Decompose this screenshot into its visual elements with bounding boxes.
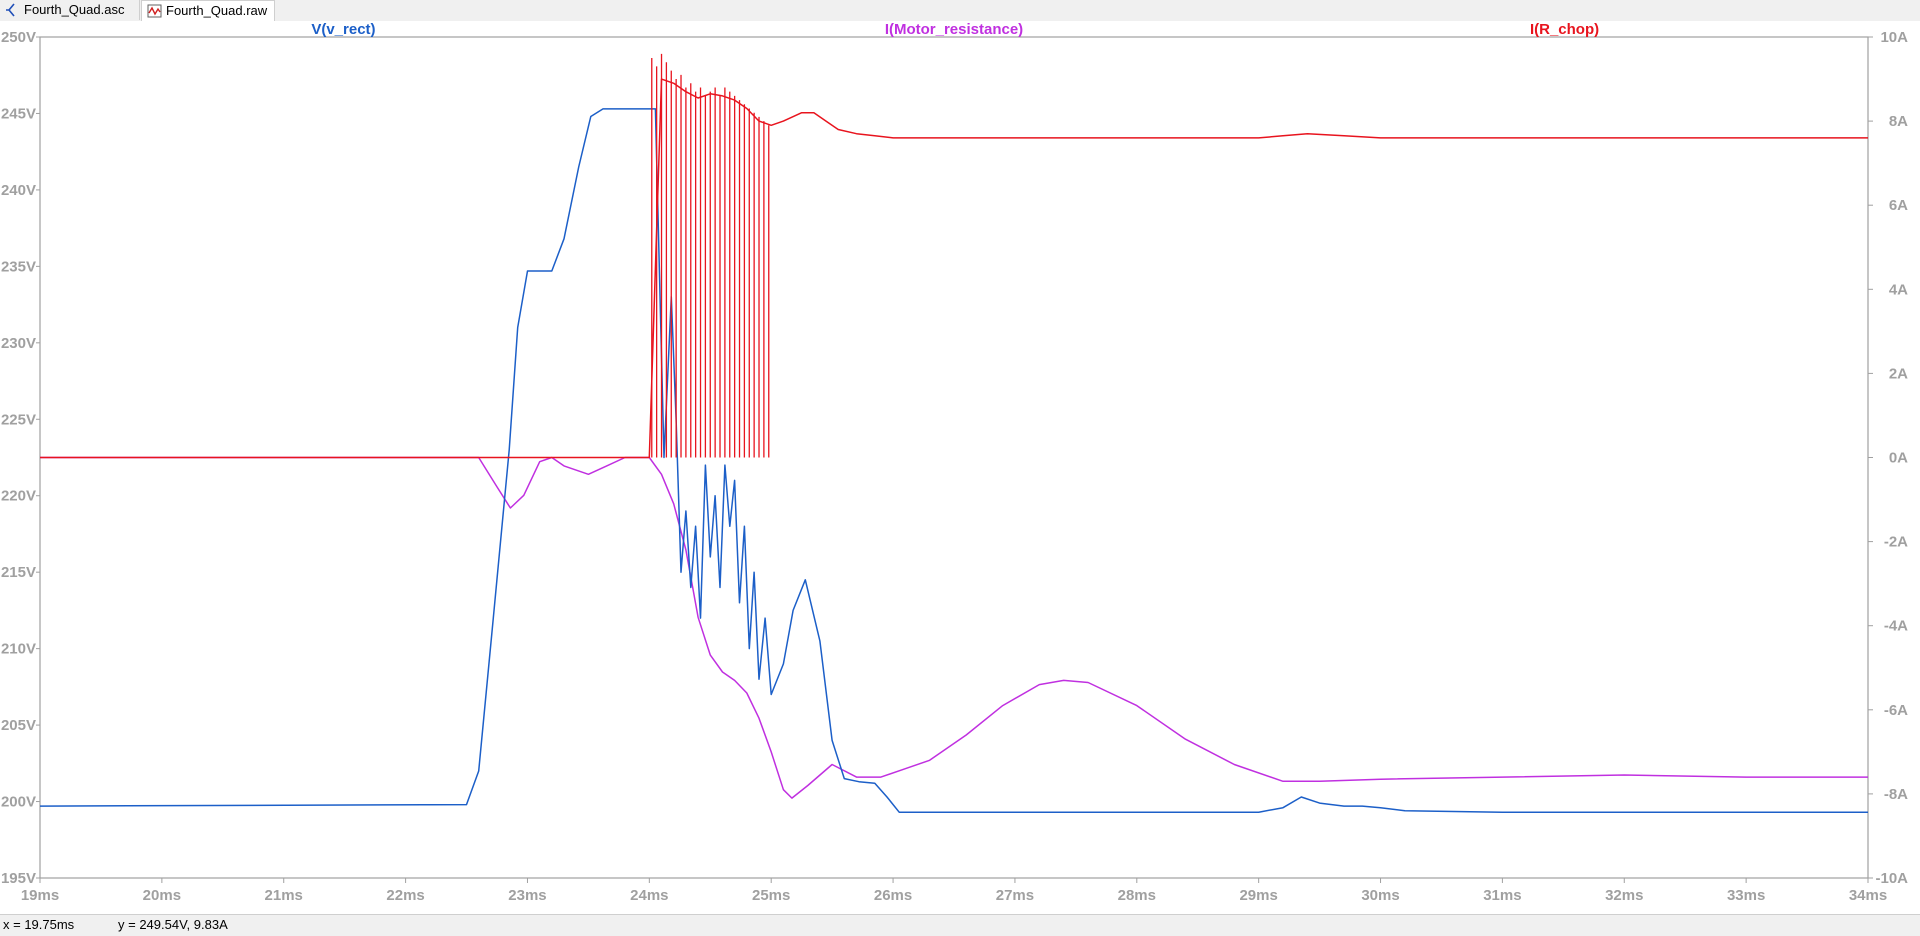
right-tick-label: -8A [1884, 786, 1908, 803]
left-tick-label: 195V [1, 870, 36, 887]
right-tick-label: 10A [1880, 29, 1908, 46]
left-tick-label: 230V [1, 335, 36, 352]
tab-bar: Fourth_Quad.asc Fourth_Quad.raw [0, 0, 1920, 22]
waveform-icon [147, 4, 162, 18]
right-axis-ticks: -10A -8A -6A -4A -2A 0A 2A 4A 6A 8A 10A [1868, 29, 1908, 887]
x-tick-label: 34ms [1849, 887, 1887, 904]
x-tick-label: 22ms [386, 887, 424, 904]
status-bar: x = 19.75ms y = 249.54V, 9.83A [0, 914, 1920, 936]
cursor-y-readout: y = 249.54V, 9.83A [118, 917, 228, 932]
waveform-plot-area[interactable]: 19ms 20ms 21ms 22ms 23ms 24ms 25ms 26ms 27ms 28ms… [0, 21, 1920, 914]
trace-label[interactable]: I(Motor_resistance) [885, 21, 1023, 38]
x-tick-label: 25ms [752, 887, 790, 904]
x-tick-label: 28ms [1118, 887, 1156, 904]
left-tick-label: 205V [1, 717, 36, 734]
tab-waveform-label: Fourth_Quad.raw [166, 3, 268, 18]
left-tick-label: 235V [1, 258, 36, 275]
right-tick-label: 8A [1889, 113, 1908, 130]
x-axis-ticks: 19ms 20ms 21ms 22ms 23ms 24ms 25ms 26ms 27ms 28ms… [21, 878, 1887, 904]
trace-i-motor-resistance [40, 456, 1868, 799]
left-tick-label: 200V [1, 794, 36, 811]
tab-waveform[interactable]: Fourth_Quad.raw [141, 0, 275, 21]
left-tick-label: 225V [1, 411, 36, 428]
left-tick-label: 210V [1, 641, 36, 658]
right-tick-label: -2A [1884, 534, 1908, 551]
trace-labels[interactable]: V(v_rect) I(Motor_resistance) I(R_chop) [311, 21, 1599, 38]
cursor-x-readout: x = 19.75ms [3, 917, 75, 932]
schematic-icon [6, 3, 15, 17]
right-tick-label: -10A [1875, 870, 1908, 887]
right-tick-label: -4A [1884, 618, 1908, 635]
tab-schematic[interactable]: Fourth_Quad.asc [0, 0, 140, 20]
right-tick-label: 2A [1889, 365, 1908, 382]
x-tick-label: 24ms [630, 887, 668, 904]
x-tick-label: 29ms [1239, 887, 1277, 904]
right-tick-label: 4A [1889, 281, 1908, 298]
waveform-plot[interactable]: 19ms 20ms 21ms 22ms 23ms 24ms 25ms 26ms 27ms 28ms… [0, 21, 1920, 914]
trace-v-v-rect [40, 108, 1868, 813]
x-tick-label: 33ms [1727, 887, 1765, 904]
right-tick-label: 0A [1889, 450, 1908, 467]
left-axis-ticks: 195V 200V 205V 210V 215V 220V 225V 230V 235V 240V… [1, 29, 40, 887]
x-tick-label: 30ms [1361, 887, 1399, 904]
tab-schematic-label: Fourth_Quad.asc [24, 2, 125, 17]
trace-label[interactable]: V(v_rect) [311, 21, 375, 38]
right-tick-label: -6A [1884, 702, 1908, 719]
trace-label[interactable]: I(R_chop) [1530, 21, 1599, 38]
x-tick-label: 19ms [21, 887, 59, 904]
x-tick-label: 20ms [143, 887, 181, 904]
left-tick-label: 215V [1, 564, 36, 581]
x-tick-label: 27ms [996, 887, 1034, 904]
x-tick-label: 21ms [265, 887, 303, 904]
traces [40, 53, 1868, 813]
right-tick-label: 6A [1889, 197, 1908, 214]
x-tick-label: 31ms [1483, 887, 1521, 904]
trace-i-r-chop [40, 78, 1868, 459]
left-tick-label: 220V [1, 488, 36, 505]
x-tick-label: 32ms [1605, 887, 1643, 904]
x-tick-label: 23ms [508, 887, 546, 904]
left-tick-label: 250V [1, 29, 36, 46]
left-tick-label: 245V [1, 105, 36, 122]
x-tick-label: 26ms [874, 887, 912, 904]
left-tick-label: 240V [1, 182, 36, 199]
